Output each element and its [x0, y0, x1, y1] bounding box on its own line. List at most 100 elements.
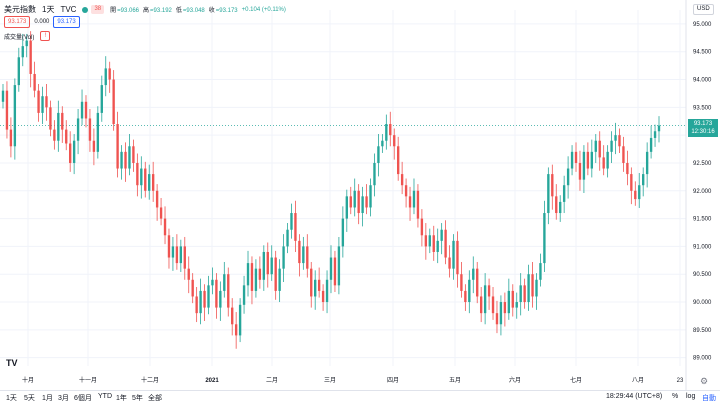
x-tick-label: 二月 — [266, 377, 278, 384]
candle — [72, 134, 76, 175]
candle — [408, 186, 412, 221]
candle-body — [128, 146, 131, 169]
y-tick-label: 93.500 — [693, 105, 712, 111]
candle — [286, 223, 289, 254]
tradingview-logo[interactable]: TV — [6, 358, 18, 368]
candle-body — [491, 296, 495, 314]
candle — [626, 150, 629, 186]
candle-body — [17, 57, 20, 86]
candle-body — [88, 118, 92, 141]
candle-body — [645, 151, 649, 175]
range-all-button[interactable]: 全部 — [148, 395, 162, 402]
warning-icon[interactable]: ! — [40, 31, 51, 41]
candle — [578, 150, 582, 191]
x-tick-label: 十二月 — [141, 376, 159, 384]
interval-label[interactable]: 1天 — [42, 5, 55, 14]
candle — [116, 111, 119, 178]
buy-price-button[interactable]: 93.173 — [53, 16, 80, 28]
bar-countdown: 12:30:16 — [691, 129, 715, 135]
candle — [112, 70, 115, 131]
range-5y-button[interactable]: 5年 — [132, 395, 143, 402]
price-axis[interactable]: 95.00094.50094.00093.50093.00092.50092.0… — [685, 0, 712, 390]
candle-body — [163, 218, 167, 236]
trade-row: 93.173 0.000 93.173 — [4, 16, 84, 28]
symbol-name[interactable]: 美元指數 — [4, 5, 36, 14]
candle — [582, 145, 586, 194]
candle-body — [286, 229, 289, 247]
candle-body — [116, 124, 119, 169]
range-1y-button[interactable]: 1年 — [116, 395, 127, 402]
candle — [333, 250, 337, 293]
settings-gear-icon[interactable]: ⚙ — [700, 376, 709, 386]
candle — [464, 284, 467, 311]
badge-chip[interactable]: 38 — [91, 5, 105, 14]
candle — [1, 83, 5, 109]
candle-body — [519, 285, 522, 303]
range-5d-button[interactable]: 5天 — [24, 395, 35, 402]
candle — [353, 178, 356, 217]
candle-body — [80, 101, 84, 119]
candle — [234, 312, 238, 349]
log-scale-button[interactable]: log — [686, 393, 696, 400]
candle-body — [626, 162, 629, 175]
candle — [373, 153, 376, 197]
y-tick-label: 94.500 — [693, 50, 712, 56]
clock-label[interactable]: 18:29:44 (UTC+8) — [606, 393, 663, 400]
candle — [76, 109, 80, 155]
candle-body — [100, 85, 103, 113]
candle — [420, 209, 424, 247]
candle — [108, 61, 111, 93]
candle-body — [630, 174, 633, 191]
candle — [207, 275, 210, 315]
candle — [381, 134, 384, 153]
candle — [148, 164, 151, 200]
candle — [132, 139, 135, 172]
candle-body — [562, 185, 566, 202]
candle — [61, 106, 64, 143]
candle-body — [464, 290, 467, 303]
volume-legend[interactable]: 成交量(Vol) ! — [4, 31, 51, 41]
percent-scale-button[interactable]: % — [672, 393, 679, 400]
candle — [29, 31, 32, 88]
candle — [96, 106, 100, 159]
candle — [460, 261, 463, 298]
candle-body — [535, 279, 538, 297]
y-tick-label: 90.500 — [693, 272, 712, 278]
candle-body — [337, 246, 341, 286]
candle — [562, 175, 566, 214]
candle — [630, 167, 633, 205]
range-1m-button[interactable]: 1月 — [42, 395, 53, 402]
candle — [436, 228, 439, 264]
range-1d-button[interactable]: 1天 — [6, 395, 17, 402]
candle-body — [49, 107, 52, 130]
auto-scale-button[interactable]: 自動 — [702, 395, 716, 402]
candle — [515, 292, 518, 319]
candle-body — [369, 185, 372, 208]
candle-body — [440, 229, 443, 241]
y-tick-label: 95.000 — [693, 22, 712, 28]
candle — [302, 236, 305, 270]
candle — [9, 117, 13, 158]
range-6m-button[interactable]: 6個月 — [74, 395, 92, 402]
range-ytd-button[interactable]: YTD — [98, 393, 112, 400]
candle-body — [373, 162, 376, 186]
sell-price-button[interactable]: 93.173 — [4, 16, 31, 28]
candle — [242, 275, 246, 314]
time-axis[interactable]: 十月 十一月 十二月 2021 二月 三月 四月 五月 六月 七月 八月 23 — [22, 376, 684, 384]
candle — [195, 287, 198, 323]
range-3m-button[interactable]: 3月 — [58, 395, 69, 402]
candle — [53, 120, 56, 150]
candle — [349, 186, 352, 215]
x-tick-label: 五月 — [449, 377, 461, 384]
candle — [282, 234, 285, 283]
candle — [638, 172, 641, 209]
candle — [586, 142, 590, 176]
candle — [215, 273, 218, 319]
candle-body — [610, 140, 613, 152]
candle-body — [420, 218, 424, 236]
currency-selector[interactable]: USD — [693, 4, 714, 15]
candle-body — [144, 168, 147, 191]
y-tick-label: 91.500 — [693, 217, 712, 223]
candle-body — [495, 313, 499, 325]
